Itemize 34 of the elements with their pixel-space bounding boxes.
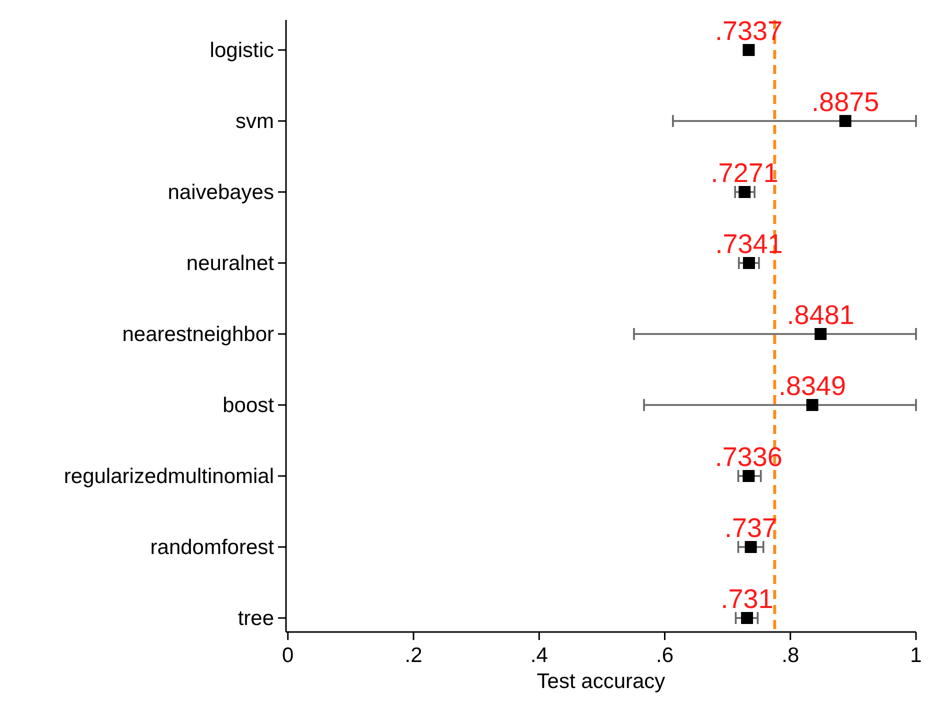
data-label: .8349 — [778, 371, 846, 401]
y-tick-label: tree — [238, 607, 274, 630]
point — [814, 328, 827, 340]
point — [806, 399, 818, 411]
point — [839, 115, 852, 127]
y-tick-label: randomforest — [150, 536, 274, 559]
point — [742, 257, 755, 269]
y-tick-label: svm — [236, 110, 274, 133]
data-label: .7341 — [715, 229, 783, 259]
point — [744, 541, 757, 553]
point — [741, 612, 754, 624]
data-label: .7337 — [714, 16, 783, 46]
data-label: .7271 — [710, 158, 778, 188]
data-label: .737 — [724, 513, 778, 543]
y-tick-label: neuralnet — [186, 252, 274, 275]
point — [742, 44, 755, 56]
point — [742, 470, 755, 482]
x-axis-title: Test accuracy — [536, 670, 666, 693]
y-tick-label: boost — [222, 394, 274, 417]
data-label: .8481 — [786, 300, 854, 330]
y-tick-label: nearestneighbor — [122, 323, 274, 346]
x-tick-label: .2 — [404, 644, 422, 667]
y-tick-label: regularizedmultinomial — [64, 465, 274, 488]
y-tick-label: naivebayes — [168, 181, 274, 204]
x-tick-label: 0 — [282, 644, 294, 667]
data-label: .731 — [720, 584, 774, 614]
data-label: .7336 — [714, 442, 782, 472]
data-label: .8875 — [812, 87, 880, 117]
x-tick-label: .8 — [782, 644, 800, 667]
y-tick-label: logistic — [210, 39, 274, 62]
point — [738, 186, 751, 198]
x-tick-label: .6 — [656, 644, 674, 667]
x-tick-label: 1 — [910, 644, 922, 667]
x-tick-label: .4 — [530, 644, 548, 667]
